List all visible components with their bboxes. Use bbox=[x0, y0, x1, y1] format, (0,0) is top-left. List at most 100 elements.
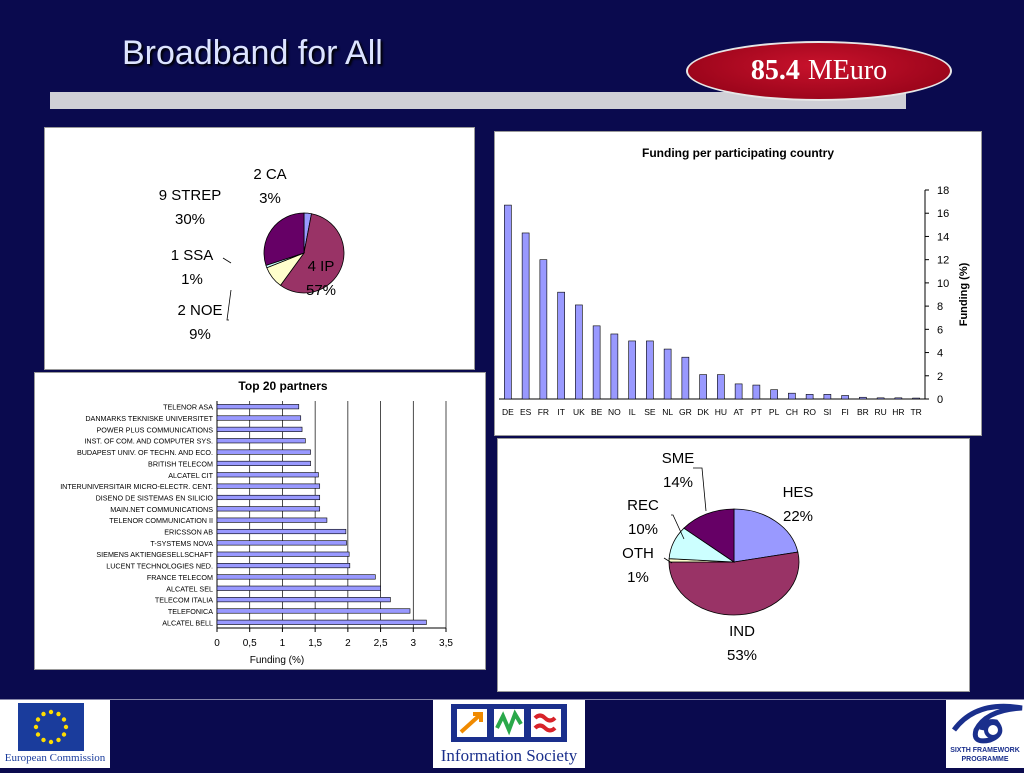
partner-bar bbox=[216, 415, 302, 421]
y-tick-label: 6 bbox=[937, 324, 943, 336]
y-tick-label: 12 bbox=[937, 255, 949, 267]
partner-bar bbox=[216, 517, 328, 523]
x-tick-label: 3 bbox=[411, 638, 417, 649]
pie-slice-percent: 14% bbox=[663, 474, 693, 491]
y-tick-label: ERICSSON AB bbox=[164, 528, 213, 537]
title-underline-bar bbox=[50, 92, 906, 109]
eu-star-icon bbox=[56, 711, 61, 717]
country-bar bbox=[592, 325, 601, 400]
country-bar bbox=[521, 232, 530, 400]
pie-slice-label: 1 SSA bbox=[171, 247, 214, 264]
partner-bar bbox=[216, 494, 321, 501]
country-bar-chart: Funding per participating country 0 2 4 6 8 10… bbox=[499, 146, 970, 417]
information-society-logo: Information Society bbox=[433, 700, 585, 768]
y-tick-label: 10 bbox=[937, 278, 949, 290]
european-commission-logo: European Commission bbox=[0, 700, 110, 768]
x-tick-label: PT bbox=[751, 407, 762, 417]
y-tick-label: LUCENT TECHNOLOGIES NED. bbox=[106, 562, 213, 571]
y-tick-label: INTERUNIVERSITAIR MICRO-ELECTR. CENT. bbox=[60, 482, 213, 491]
x-tick-label: 0,5 bbox=[243, 638, 257, 649]
x-tick-label: HR bbox=[892, 407, 904, 417]
pie-leader-line bbox=[663, 557, 673, 564]
info-society-icon bbox=[451, 704, 567, 742]
y-tick-label: TELENOR COMMUNICATION II bbox=[109, 516, 213, 525]
y-tick-label: FRANCE TELECOM bbox=[147, 573, 213, 582]
fp6-text: SIXTH FRAMEWORK PROGRAMME bbox=[946, 746, 1024, 764]
budget-badge: 85.4 MEuro bbox=[686, 41, 952, 101]
pie-slice-percent: 9% bbox=[189, 326, 211, 343]
pie-slice-label: 2 CA bbox=[253, 166, 286, 183]
country-bar bbox=[699, 374, 707, 400]
partner-bar bbox=[216, 597, 391, 603]
y-tick-label: 0 bbox=[937, 394, 943, 406]
x-tick-label: IL bbox=[629, 407, 636, 417]
y-tick-label: ALCATEL BELL bbox=[162, 618, 213, 627]
x-tick-label: RU bbox=[874, 407, 886, 417]
pie-leader-line bbox=[693, 467, 707, 512]
y-tick-label: DISENO DE SISTEMAS EN SILICIO bbox=[96, 493, 214, 502]
x-tick-label: SE bbox=[644, 407, 656, 417]
pie-slice-label: 9 STREP bbox=[159, 187, 222, 204]
partner-bar bbox=[216, 404, 300, 410]
partner-bar bbox=[216, 528, 347, 535]
eu-star-icon bbox=[63, 724, 69, 730]
x-tick-label: FI bbox=[841, 407, 849, 417]
pie-slice-label: 2 NOE bbox=[177, 302, 222, 319]
country-bar bbox=[734, 383, 743, 400]
y-tick-label: SIEMENS AKTIENGESELLSCHAFT bbox=[96, 550, 213, 559]
pie-leader-line bbox=[222, 257, 232, 264]
partner-bar bbox=[216, 460, 311, 466]
orgtype-pie-panel: HES 22% IND 53% OTH 1% REC 10% SME 14% bbox=[497, 438, 970, 692]
y-tick-label: TELECOM ITALIA bbox=[155, 596, 213, 605]
pie-slice bbox=[683, 508, 735, 563]
fp6-swirl-icon bbox=[951, 703, 1023, 744]
eu-star-icon bbox=[35, 717, 41, 722]
pie-slice-label: OTH bbox=[622, 545, 654, 562]
y-tick-label: MAIN.NET COMMUNICATIONS bbox=[110, 505, 213, 514]
x-tick-label: FR bbox=[538, 407, 549, 417]
x-tick-label: 1 bbox=[280, 638, 286, 649]
budget-unit: MEuro bbox=[807, 55, 888, 86]
pie-slice-percent: 22% bbox=[783, 508, 813, 525]
pie-slice-percent: 1% bbox=[627, 569, 649, 586]
pie-slice-percent: 3% bbox=[259, 190, 281, 207]
y-tick-label: 16 bbox=[937, 208, 949, 220]
y-tick-label: POWER PLUS COMMUNICATIONS bbox=[97, 425, 214, 434]
pie-slice-percent: 1% bbox=[181, 271, 203, 288]
y-tick-label: TELEFONICA bbox=[168, 607, 213, 616]
x-tick-label: 3,5 bbox=[439, 638, 453, 649]
partner-bar bbox=[216, 619, 427, 625]
x-tick-label: NL bbox=[662, 407, 673, 417]
partner-bar bbox=[216, 585, 381, 591]
info-society-text: Information Society bbox=[440, 746, 578, 765]
country-bar bbox=[575, 304, 583, 400]
partner-bar bbox=[216, 438, 306, 444]
country-bar bbox=[876, 397, 885, 400]
chart-title: Funding per participating country bbox=[642, 146, 834, 160]
partner-bar bbox=[216, 506, 321, 512]
country-bar bbox=[823, 394, 832, 400]
y-tick-label: 2 bbox=[937, 371, 943, 383]
partners-bar-chart: Top 20 partners 0 0,5 1 1,5 2 2,5 3 3,5 Funding (… bbox=[60, 379, 453, 666]
country-bar bbox=[805, 394, 814, 400]
country-bar bbox=[646, 340, 654, 400]
country-bar bbox=[610, 333, 619, 400]
partner-bar bbox=[216, 426, 303, 432]
chart-title: Top 20 partners bbox=[238, 379, 327, 393]
y-tick-label: TELENOR ASA bbox=[163, 403, 213, 412]
x-tick-label: BE bbox=[591, 407, 603, 417]
x-tick-label: RO bbox=[803, 407, 816, 417]
budget-value: 85.4 bbox=[750, 55, 800, 86]
pie-slice-label: 4 IP bbox=[308, 258, 335, 275]
footer-divider bbox=[0, 699, 1024, 700]
y-tick-label: 14 bbox=[937, 231, 949, 243]
x-tick-label: 2,5 bbox=[374, 638, 388, 649]
eu-flag-icon bbox=[18, 703, 84, 751]
ec-logo-text: European Commission bbox=[4, 752, 106, 764]
x-tick-label: ES bbox=[520, 407, 532, 417]
country-bar-panel: Funding per participating country 0 2 4 6 8 10… bbox=[494, 131, 982, 436]
country-bar bbox=[752, 384, 761, 400]
eu-star-icon bbox=[33, 724, 39, 730]
pie-slice-label: HES bbox=[783, 484, 814, 501]
country-bar bbox=[663, 348, 672, 400]
